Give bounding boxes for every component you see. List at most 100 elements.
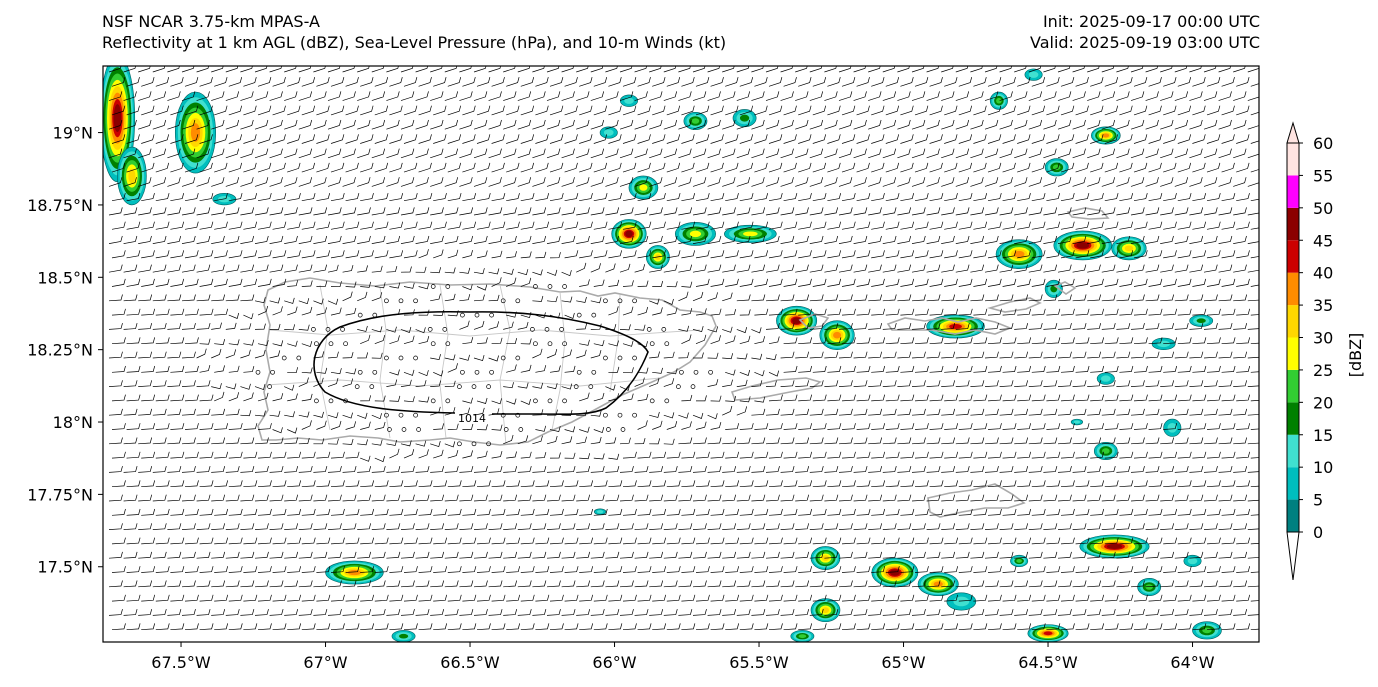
reflectivity-cell (1189, 314, 1214, 327)
colorbar-tick-label: 15 (1313, 426, 1333, 445)
reflectivity-cell (724, 224, 777, 243)
puerto-rico-municipios (265, 284, 701, 445)
reflectivity-cell (1027, 624, 1069, 642)
reflectivity-cell (995, 239, 1043, 269)
reflectivity-cell (790, 630, 815, 642)
y-tick-label: 18.75°N (27, 196, 93, 215)
reflectivity-contour-30 (821, 607, 830, 614)
colorbar-segment (1287, 305, 1299, 338)
colorbar-under-extension (1286, 531, 1300, 581)
colorbar-tick-label: 30 (1313, 329, 1333, 348)
reflectivity-contour-10 (1101, 375, 1111, 382)
x-tick-label: 66.5°W (440, 653, 500, 672)
colorbar-segment (1287, 369, 1299, 403)
time-info: Init: 2025-09-17 00:00 UTC Valid: 2025-0… (1030, 11, 1260, 53)
colorbar-tick-label: 60 (1313, 134, 1333, 153)
y-tick-label: 19°N (53, 124, 93, 143)
x-tick-label: 66°W (592, 653, 636, 672)
colorbar-segment (1287, 337, 1299, 370)
x-axis-ticks: 67.5°W 67°W 66.5°W 66°W 65.5°W 65°W 64.5°W 64°W (151, 642, 1215, 672)
colorbar-segment (1287, 207, 1299, 241)
y-tick-label: 18.25°N (27, 341, 93, 360)
reflectivity-cell (683, 111, 708, 130)
reflectivity-contour-25 (743, 231, 758, 237)
reflectivity-contour-20 (1202, 627, 1212, 634)
isobar-layer: 1014 (313, 310, 649, 425)
isobar-label: 1014 (458, 412, 486, 425)
colorbar-tick-label: 45 (1313, 231, 1333, 250)
reflectivity-contour-10 (596, 510, 604, 514)
colorbar-segment (1287, 499, 1299, 532)
reflectivity-contour-10 (1167, 423, 1178, 433)
x-tick-label: 64.5°W (1018, 653, 1078, 672)
vieques-coastline (730, 377, 822, 401)
y-tick-label: 18°N (53, 413, 93, 432)
y-tick-label: 17.5°N (37, 558, 93, 577)
reflectivity-cell (917, 572, 959, 597)
reflectivity-cell (871, 557, 919, 588)
reflectivity-cell (1137, 578, 1162, 597)
reflectivity-contour-45 (625, 230, 633, 238)
reflectivity-cell (1044, 158, 1069, 177)
wind-barbs-layer (108, 66, 1259, 631)
colorbar-tick-label: 10 (1313, 458, 1333, 477)
colorbar-segment (1287, 143, 1299, 176)
reflectivity-contour-45 (1106, 543, 1123, 549)
reflectivity-cell (989, 91, 1008, 110)
bvi-coastline (987, 297, 1042, 313)
reflectivity-cell (1163, 418, 1182, 437)
reflectivity-contour-10 (1028, 71, 1039, 78)
reflectivity-contour-45 (1076, 242, 1090, 249)
reflectivity-cell (628, 175, 659, 200)
colorbar-segment (1287, 434, 1299, 468)
chart-title: NSF NCAR 3.75-km MPAS-A Reflectivity at … (102, 11, 726, 53)
colorbar-segment (1287, 240, 1299, 273)
x-tick-label: 67°W (303, 653, 347, 672)
reflectivity-cell (946, 592, 977, 611)
colorbar-segment (1287, 467, 1299, 500)
reflectivity-cell (599, 126, 618, 139)
colorbar-label: [dBZ] (1346, 333, 1365, 378)
reflectivity-cell (1091, 126, 1121, 145)
reflectivity-cell (619, 94, 638, 107)
reflectivity-cell (776, 305, 818, 336)
reflectivity-cell (611, 219, 647, 249)
colorbar-segment (1287, 402, 1299, 435)
reflectivity-cell (117, 146, 147, 206)
y-tick-label: 17.75°N (27, 485, 93, 504)
reflectivity-cell (1192, 621, 1222, 640)
reflectivity-contour-10 (953, 596, 970, 607)
colorbar: 0 5 10 15 20 25 30 35 40 45 50 55 60 (1286, 121, 1333, 581)
colorbar-segment (1287, 175, 1299, 208)
colorbar-tick-label: 0 (1313, 523, 1323, 542)
reflectivity-contour-30 (128, 168, 136, 184)
reflectivity-cell (810, 598, 841, 623)
reflectivity-contour-35 (933, 581, 943, 587)
virgin-gorda-coastline (1053, 281, 1077, 295)
reflectivity-cell (1093, 441, 1118, 460)
reflectivity-contour-35 (833, 331, 842, 339)
x-tick-label: 67.5°W (151, 653, 211, 672)
reflectivity-cell (1070, 418, 1084, 426)
colorbar-tick-label: 50 (1313, 199, 1333, 218)
reflectivity-contour-35 (1102, 133, 1110, 138)
init-time: Init: 2025-09-17 00:00 UTC (1042, 12, 1260, 31)
reflectivity-contour-35 (190, 123, 201, 142)
colorbar-segment (1287, 272, 1299, 306)
reflectivity-contour-40 (949, 324, 962, 330)
reflectivity-contour-10 (624, 97, 634, 104)
reflectivity-cell (1010, 554, 1029, 568)
colorbar-tick-label: 35 (1313, 296, 1333, 315)
reflectivity-contour-10 (1073, 420, 1081, 424)
x-tick-label: 65°W (881, 653, 925, 672)
reflectivity-contour-20 (691, 118, 700, 124)
colorbar-tick-label: 25 (1313, 361, 1333, 380)
calm-wind-circles (255, 284, 713, 447)
reflectivity-cell (674, 221, 716, 246)
culebra-coastline (798, 313, 830, 329)
reflectivity-contour-10 (603, 129, 614, 136)
valid-time: Valid: 2025-09-19 03:00 UTC (1029, 33, 1260, 52)
reflectivity-contour-15 (1196, 318, 1206, 324)
x-tick-label: 64°W (1170, 653, 1214, 672)
